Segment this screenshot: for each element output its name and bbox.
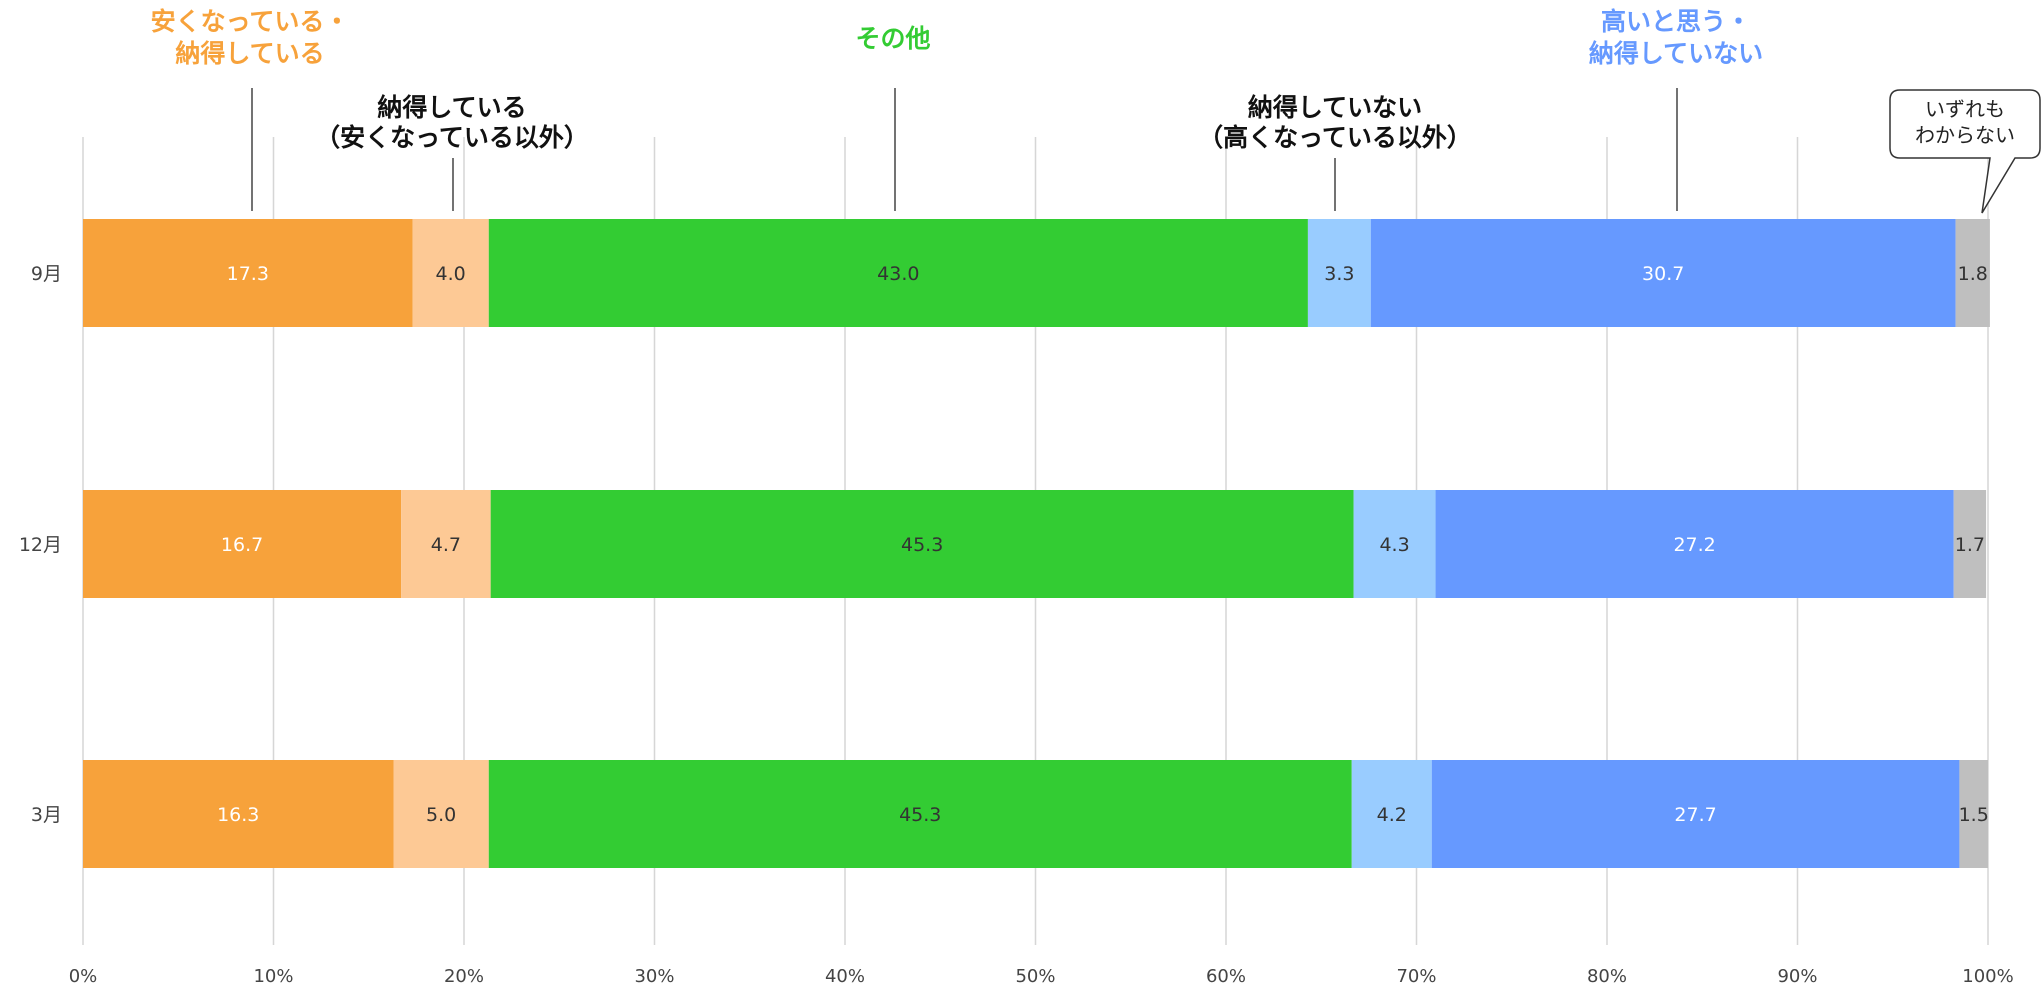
x-tick-label: 40% bbox=[825, 966, 865, 987]
bar-segment bbox=[83, 219, 413, 327]
series-annotation: 納得している bbox=[377, 93, 526, 122]
bar-segment bbox=[401, 490, 491, 598]
data-label: 5.0 bbox=[426, 804, 456, 826]
callout-label: わからない bbox=[1915, 123, 2015, 147]
bar-segment bbox=[1353, 490, 1436, 598]
category-label: 12月 bbox=[19, 534, 62, 556]
bar-segment bbox=[1435, 490, 1954, 598]
data-label: 1.5 bbox=[1959, 804, 1989, 826]
data-label: 3.3 bbox=[1324, 263, 1354, 285]
x-tick-label: 50% bbox=[1015, 966, 1055, 987]
series-annotation: 納得している bbox=[175, 39, 324, 68]
x-tick-label: 0% bbox=[69, 966, 98, 987]
data-label: 1.8 bbox=[1958, 263, 1988, 285]
series-annotation: その他 bbox=[855, 24, 930, 53]
x-tick-label: 70% bbox=[1396, 966, 1436, 987]
data-label: 45.3 bbox=[901, 534, 943, 556]
bar-segment bbox=[393, 760, 489, 868]
bar-segment bbox=[490, 490, 1354, 598]
bar-segment bbox=[1307, 219, 1371, 327]
data-label: 4.3 bbox=[1379, 534, 1409, 556]
bar-segment bbox=[1955, 219, 1990, 327]
data-label: 4.7 bbox=[431, 534, 461, 556]
data-label: 16.3 bbox=[217, 804, 259, 826]
data-label: 17.3 bbox=[227, 263, 269, 285]
data-label: 30.7 bbox=[1642, 263, 1684, 285]
callout-bubble bbox=[1889, 89, 2041, 214]
bar-segment bbox=[1370, 219, 1956, 327]
bar-segment bbox=[1351, 760, 1432, 868]
category-label: 3月 bbox=[31, 804, 62, 826]
x-tick-label: 30% bbox=[634, 966, 674, 987]
bar-segment bbox=[488, 760, 1352, 868]
series-annotation: 納得していない bbox=[1248, 93, 1422, 122]
data-label: 16.7 bbox=[221, 534, 263, 556]
x-tick-label: 90% bbox=[1777, 966, 1817, 987]
bar-segment bbox=[1431, 760, 1960, 868]
data-label: 27.7 bbox=[1674, 804, 1716, 826]
bar-segment bbox=[1959, 760, 1988, 868]
x-tick-label: 60% bbox=[1206, 966, 1246, 987]
data-label: 1.7 bbox=[1955, 534, 1985, 556]
x-tick-label: 10% bbox=[253, 966, 293, 987]
series-annotation: （安くなっている以外） bbox=[315, 123, 589, 152]
data-label: 4.0 bbox=[436, 263, 466, 285]
bar-segment bbox=[488, 219, 1308, 327]
series-annotation: 納得していない bbox=[1589, 39, 1763, 68]
x-tick-label: 100% bbox=[1962, 966, 2013, 987]
series-annotation: 高いと思う・ bbox=[1601, 7, 1751, 36]
bar-segment bbox=[83, 490, 402, 598]
x-tick-label: 20% bbox=[444, 966, 484, 987]
bar-segment bbox=[412, 219, 489, 327]
category-label: 9月 bbox=[31, 263, 62, 285]
x-tick-label: 80% bbox=[1587, 966, 1627, 987]
bar-segment bbox=[1953, 490, 1987, 598]
callout-label: いずれも bbox=[1925, 97, 2005, 121]
data-label: 4.2 bbox=[1377, 804, 1407, 826]
series-annotation: 安くなっている・ bbox=[151, 7, 350, 36]
bar-segment bbox=[83, 760, 394, 868]
data-label: 27.2 bbox=[1673, 534, 1715, 556]
data-label: 43.0 bbox=[877, 263, 919, 285]
data-label: 45.3 bbox=[899, 804, 941, 826]
series-annotation: （高くなっている以外） bbox=[1198, 123, 1472, 152]
